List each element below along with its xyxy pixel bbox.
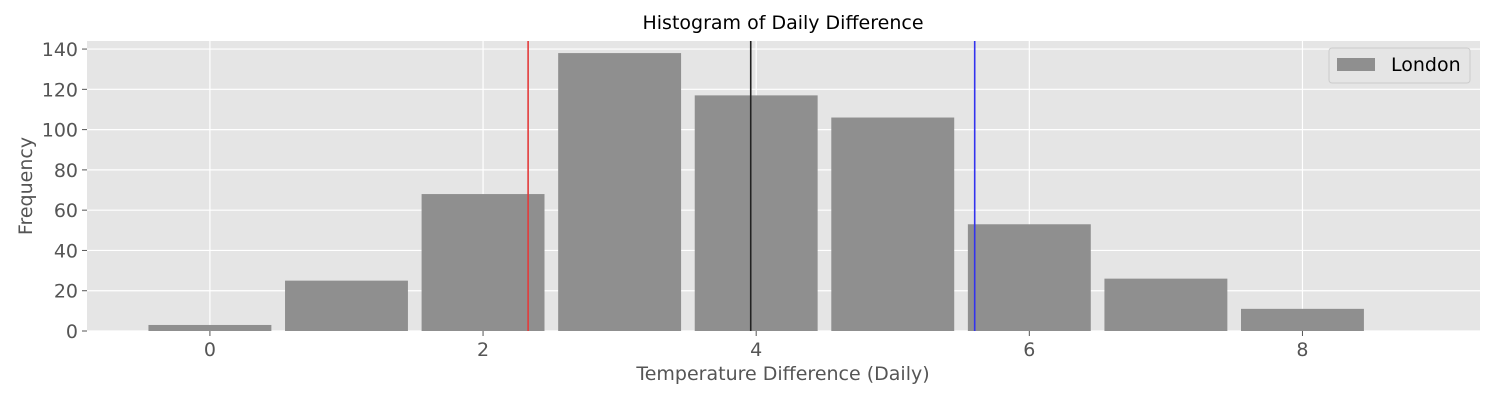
histogram-bar	[558, 53, 682, 331]
legend-box	[1328, 47, 1471, 84]
y-tick-label: 0	[66, 321, 78, 343]
y-ticks: 0 20 40 60 80 100 120 140	[42, 39, 87, 343]
x-tick-label: 4	[750, 339, 762, 361]
y-axis-label: Frequency	[15, 137, 37, 235]
x-ticks: 0 2 4 6 8	[204, 331, 1309, 361]
histogram-bar	[831, 117, 955, 332]
x-tick-label: 8	[1296, 339, 1308, 361]
histogram-bar	[967, 224, 1091, 331]
reference-lines	[527, 41, 976, 331]
y-tick-label: 20	[54, 281, 78, 303]
histogram-bar	[285, 280, 408, 331]
x-tick-label: 6	[1023, 339, 1035, 361]
histogram-bar	[694, 95, 818, 331]
legend: London	[1328, 47, 1471, 84]
histogram-bar	[421, 194, 545, 331]
y-tick-label: 100	[42, 120, 78, 142]
y-tick-label: 140	[42, 39, 78, 61]
x-tick-label: 0	[204, 339, 216, 361]
bars	[148, 53, 1364, 332]
x-axis-label: Temperature Difference (Daily)	[635, 363, 929, 385]
histogram-bar	[1104, 278, 1228, 331]
legend-swatch	[1337, 58, 1375, 71]
histogram-bar	[148, 324, 272, 331]
y-tick-label: 40	[54, 240, 78, 262]
histogram-bar	[1241, 308, 1364, 331]
legend-label: London	[1391, 54, 1461, 76]
y-tick-label: 80	[54, 160, 78, 182]
chart-title: Histogram of Daily Difference	[642, 12, 923, 34]
y-tick-label: 120	[42, 79, 78, 101]
x-tick-label: 2	[477, 339, 489, 361]
y-tick-label: 60	[54, 200, 78, 222]
